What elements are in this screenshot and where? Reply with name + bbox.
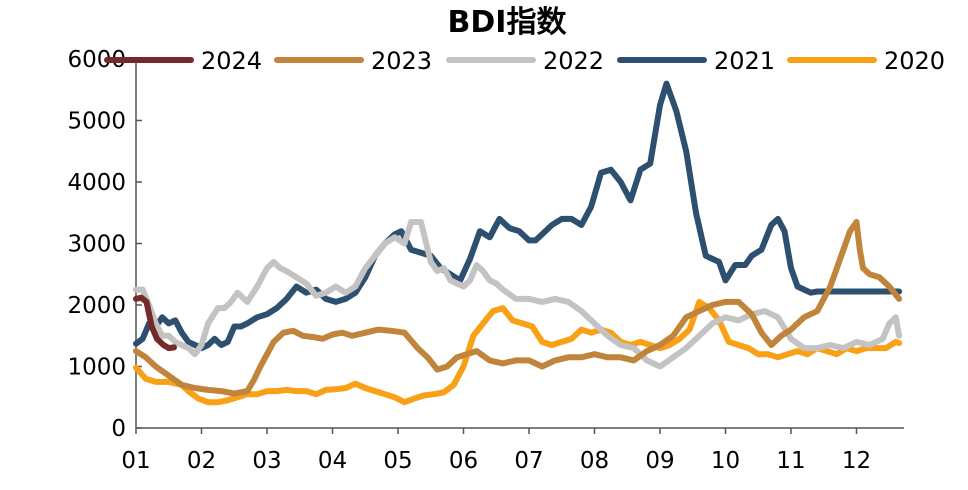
series-line-2023 bbox=[133, 219, 903, 397]
x-tick-label: 09 bbox=[645, 448, 674, 474]
legend-label-2023: 2023 bbox=[371, 47, 432, 75]
x-tick-label: 02 bbox=[187, 448, 216, 474]
y-tick-label: 0 bbox=[111, 416, 126, 442]
x-tick-label: 01 bbox=[121, 448, 150, 474]
x-tick-label: 10 bbox=[711, 448, 740, 474]
series-line-2021 bbox=[133, 80, 903, 352]
y-tick-label: 3000 bbox=[67, 232, 126, 258]
chart-title: BDI指数 bbox=[448, 5, 568, 40]
x-tick-label: 08 bbox=[580, 448, 609, 474]
x-tick-label: 12 bbox=[842, 448, 871, 474]
legend-label-2024: 2024 bbox=[201, 47, 262, 75]
series-layer bbox=[133, 80, 903, 406]
y-tick-label: 4000 bbox=[67, 170, 126, 196]
x-tick-label: 03 bbox=[252, 448, 281, 474]
legend-label-2020: 2020 bbox=[884, 47, 945, 75]
legend: 2024 2023 2022 2021 2020 bbox=[104, 47, 945, 75]
series-line-2024 bbox=[133, 294, 177, 352]
y-tick-label: 5000 bbox=[67, 109, 126, 135]
y-tick-label: 1000 bbox=[67, 355, 126, 381]
series-line-2020 bbox=[133, 298, 903, 406]
legend-label-2021: 2021 bbox=[714, 47, 775, 75]
x-tick-label: 04 bbox=[318, 448, 347, 474]
x-tick-label: 07 bbox=[514, 448, 543, 474]
y-tick-label: 2000 bbox=[67, 293, 126, 319]
x-tick-label: 05 bbox=[383, 448, 412, 474]
x-tick-label: 06 bbox=[449, 448, 478, 474]
legend-label-2022: 2022 bbox=[543, 47, 604, 75]
x-tick-label: 11 bbox=[776, 448, 805, 474]
